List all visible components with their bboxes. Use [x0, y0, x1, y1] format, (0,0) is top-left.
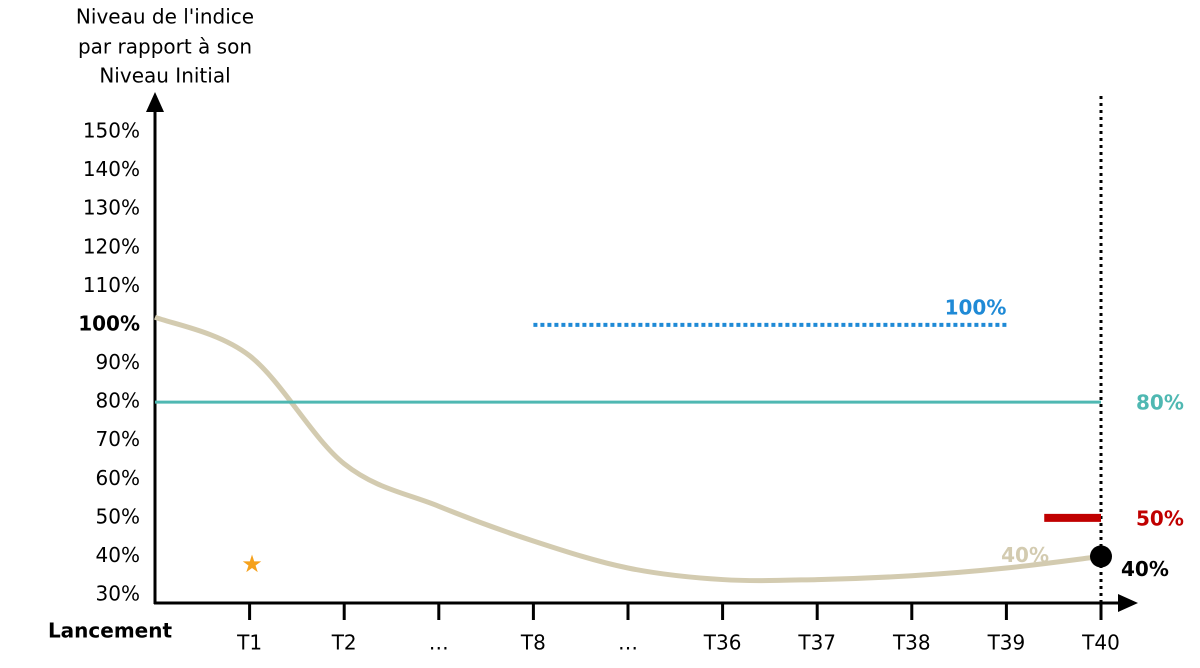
y-tick-label: 50%: [96, 504, 140, 528]
y-tick-label: 40%: [96, 543, 140, 567]
y-tick-label: 120%: [83, 234, 140, 258]
x-tick-label: T37: [797, 631, 836, 655]
x-tick-label: T1: [236, 631, 262, 655]
x-tick-label: Lancement: [48, 619, 173, 643]
x-tick-label: T36: [703, 631, 742, 655]
y-tick-label: 150%: [83, 119, 140, 143]
value-label: 40%: [1121, 557, 1169, 581]
x-tick-label: T40: [1081, 631, 1120, 655]
y-tick-label: 80%: [96, 389, 140, 413]
x-tick-label: …: [618, 631, 638, 655]
x-tick-label: T38: [892, 631, 931, 655]
value-label: 40%: [1001, 543, 1049, 567]
x-axis-arrow: [1118, 594, 1138, 612]
x-tick-label: …: [429, 631, 449, 655]
y-tick-label: 90%: [96, 350, 140, 374]
x-tick-label: T8: [520, 631, 546, 655]
x-tick-label: T2: [331, 631, 357, 655]
star-icon: ★: [241, 550, 263, 578]
y-tick-label: 110%: [83, 273, 140, 297]
y-tick-label: 100%: [78, 311, 140, 335]
value-label: 100%: [945, 295, 1007, 319]
y-tick-label: 30%: [96, 582, 140, 606]
y-tick-label: 60%: [96, 466, 140, 490]
y-axis-title: Niveau de l'indice: [76, 5, 254, 29]
value-label: 80%: [1136, 391, 1184, 415]
y-tick-label: 130%: [83, 196, 140, 220]
x-tick-label: T39: [987, 631, 1026, 655]
final-point: [1090, 545, 1112, 568]
y-tick-label: 70%: [96, 427, 140, 451]
y-tick-label: 140%: [83, 157, 140, 181]
y-axis-title: Niveau Initial: [99, 64, 230, 88]
y-axis-arrow: [146, 92, 164, 112]
value-label: 50%: [1136, 506, 1184, 530]
y-axis-title: par rapport à son: [78, 35, 252, 59]
index-curve: [154, 314, 1102, 584]
